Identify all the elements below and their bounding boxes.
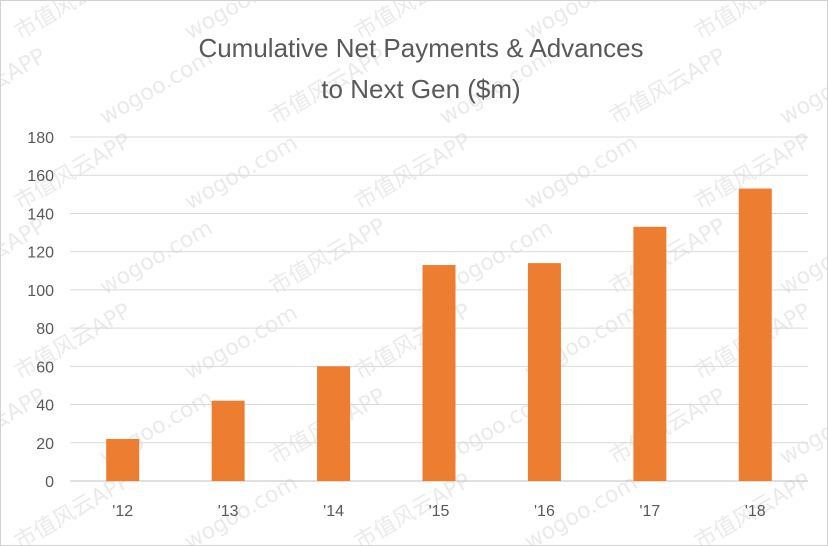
watermark-text: 市值风云APP [606, 214, 731, 300]
watermark-text: 市值风云APP [691, 0, 816, 45]
bar-15 [422, 265, 456, 481]
watermark-text: wogoo.com [181, 471, 303, 546]
y-tick-label: 20 [36, 436, 54, 453]
bar-17 [633, 226, 667, 481]
y-tick-label: 180 [27, 130, 54, 147]
watermark-text: 市值风云APP [11, 0, 136, 45]
x-category-label: '18 [745, 503, 766, 520]
bar-12 [106, 438, 140, 481]
y-tick-label: 100 [27, 283, 54, 300]
y-tick-label: 140 [27, 206, 54, 223]
bar-14 [317, 366, 351, 481]
y-tick-label: 0 [45, 474, 54, 491]
chart-title-line2: to Next Gen ($m) [321, 74, 520, 104]
watermark-text: wogoo.com [776, 386, 828, 471]
y-tick-label: 60 [36, 359, 54, 376]
bar-16 [527, 263, 561, 481]
chart-title-line1: Cumulative Net Payments & Advances [198, 33, 643, 63]
x-category-label: '13 [218, 503, 239, 520]
bars [106, 188, 772, 481]
x-category-label: '12 [112, 503, 133, 520]
x-category-label: '14 [323, 503, 344, 520]
watermark-text: wogoo.com [181, 131, 303, 216]
x-axis-labels: '12 '13 '14 '15 '16 '17 '18 [112, 503, 766, 520]
y-tick-label: 40 [36, 398, 54, 415]
bar-18 [738, 188, 772, 481]
watermark-text: 市值风云APP [351, 299, 476, 385]
watermark-text: 市值风云APP [266, 214, 391, 300]
x-category-label: '16 [534, 503, 555, 520]
watermark-text: 市值风云APP [11, 299, 136, 385]
y-tick-label: 80 [36, 321, 54, 338]
watermark-text: wogoo.com [776, 46, 828, 131]
x-category-label: '17 [639, 503, 660, 520]
bar-13 [211, 400, 245, 481]
y-tick-label: 160 [27, 168, 54, 185]
x-category-label: '15 [429, 503, 450, 520]
y-axis-ticks: 0 20 40 60 80 100 120 140 160 180 [27, 130, 54, 491]
watermark-text: wogoo.com [181, 301, 303, 386]
watermark-text: 市值风云APP [351, 469, 476, 546]
watermark-text: 市值风云APP [351, 129, 476, 215]
watermark-text: 市值风云APP [0, 44, 50, 130]
watermark-text: wogoo.com [96, 216, 218, 301]
watermark-text: wogoo.com [521, 131, 643, 216]
watermark-text: 市值风云APP [606, 384, 731, 470]
watermark-text: wogoo.com [776, 216, 828, 301]
gridlines [70, 136, 808, 482]
y-tick-label: 120 [27, 245, 54, 262]
